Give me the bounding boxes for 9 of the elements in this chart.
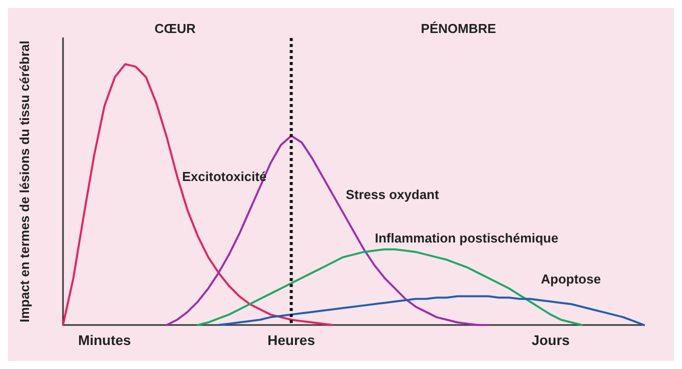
series-label: Inflammation postischémique: [374, 230, 558, 246]
y-axis-title: Impact en termes de lésions du tissu cérébral: [17, 40, 32, 322]
series-label: Apoptose: [540, 271, 601, 286]
x-tick-label: Minutes: [78, 332, 132, 348]
text: CŒUR: [154, 21, 196, 36]
series-label: Stress oxydant: [346, 187, 440, 202]
x-tick-label: Heures: [268, 332, 316, 348]
x-tick-label: Jours: [532, 332, 570, 348]
text: PÉNOMBRE: [420, 21, 496, 36]
